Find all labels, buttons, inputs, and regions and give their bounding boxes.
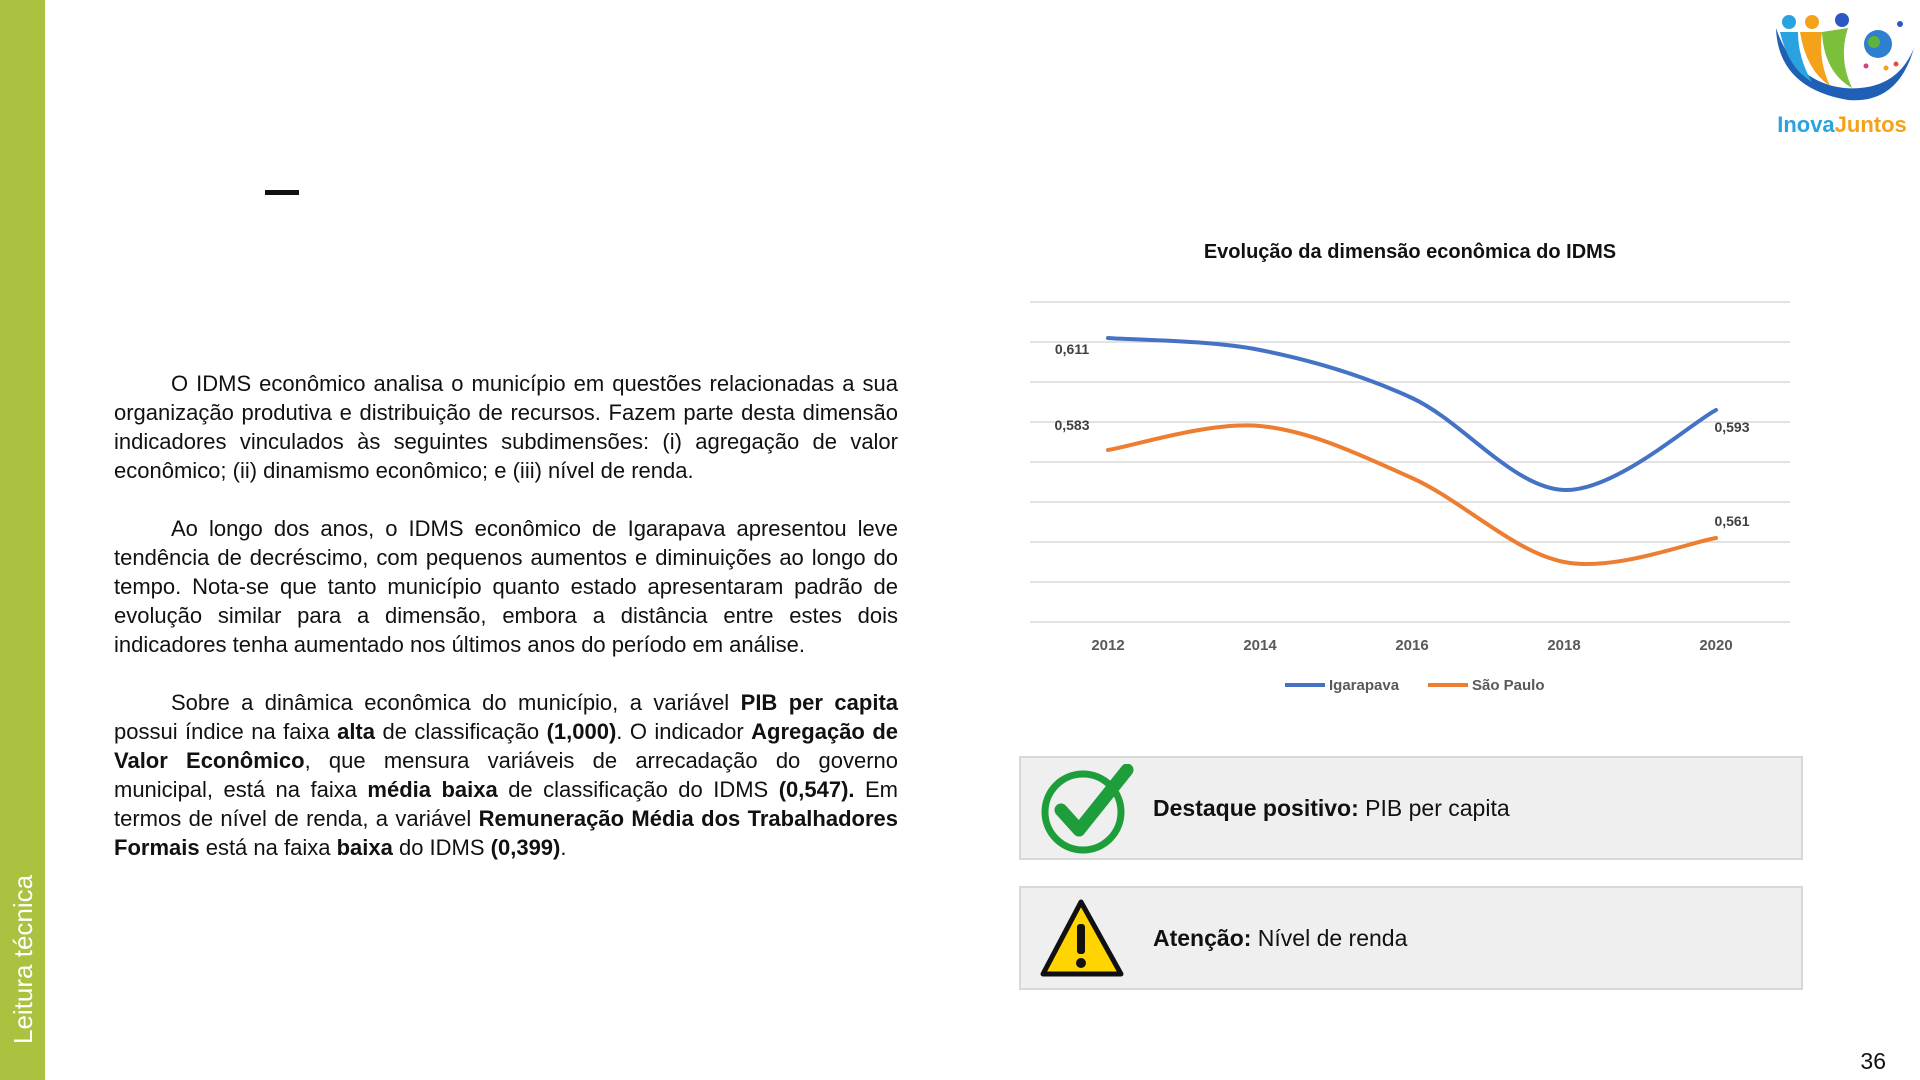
data-label: 0,593 [1714, 419, 1749, 435]
title-dash [265, 190, 299, 195]
legend-label: Igarapava [1329, 677, 1400, 694]
sidebar: Leitura técnica [0, 0, 45, 1080]
x-tick-label: 2020 [1699, 637, 1732, 654]
inova-juntos-logo: InovaJuntos [1768, 8, 1916, 138]
paragraph-2: Ao longo dos anos, o IDMS econômico de I… [114, 516, 898, 657]
paragraph-1: O IDMS econômico analisa o município em … [114, 371, 898, 483]
x-tick-label: 2012 [1091, 637, 1124, 654]
positive-highlight-box: Destaque positivo: PIB per capita [1019, 756, 1803, 860]
paragraph-3: Sobre a dinâmica econômica do município,… [114, 690, 899, 860]
warning-highlight-box: Atenção: Nível de renda [1019, 886, 1803, 990]
chart-plot: 2012 2014 2016 2018 2020 0,611 0,593 Igarapava 0… [1030, 301, 1790, 694]
legend-label: São Paulo [1472, 677, 1545, 694]
data-label: 0,583 [1054, 417, 1089, 433]
warning-label: Atenção: [1153, 925, 1252, 951]
series-line-igarapava [1106, 336, 1718, 493]
x-tick-label: 2014 [1243, 637, 1277, 654]
idms-economic-chart: Evolução da dimensão econômica do IDMS 2… [1000, 230, 1820, 710]
chart-title: Evolução da dimensão econômica do IDMS [1203, 241, 1617, 263]
positive-label: Destaque positivo: [1153, 795, 1359, 821]
logo-text: InovaJuntos [1777, 112, 1907, 137]
checkmark-icon [1039, 763, 1135, 861]
x-tick-label: 2016 [1395, 637, 1428, 654]
data-label: 0,611 [1055, 341, 1089, 357]
positive-value: PIB per capita [1358, 795, 1510, 821]
data-label: 0,561 [1714, 513, 1749, 529]
sidebar-label: Leitura técnica [8, 874, 38, 1044]
page-number: 36 [1860, 1048, 1886, 1074]
body-text: O IDMS econômico analisa o município em … [114, 369, 898, 891]
warning-value: Nível de renda [1251, 925, 1408, 951]
warning-icon [1039, 894, 1129, 991]
x-tick-label: 2018 [1547, 637, 1580, 654]
series-line-são-paulo [1106, 423, 1718, 567]
